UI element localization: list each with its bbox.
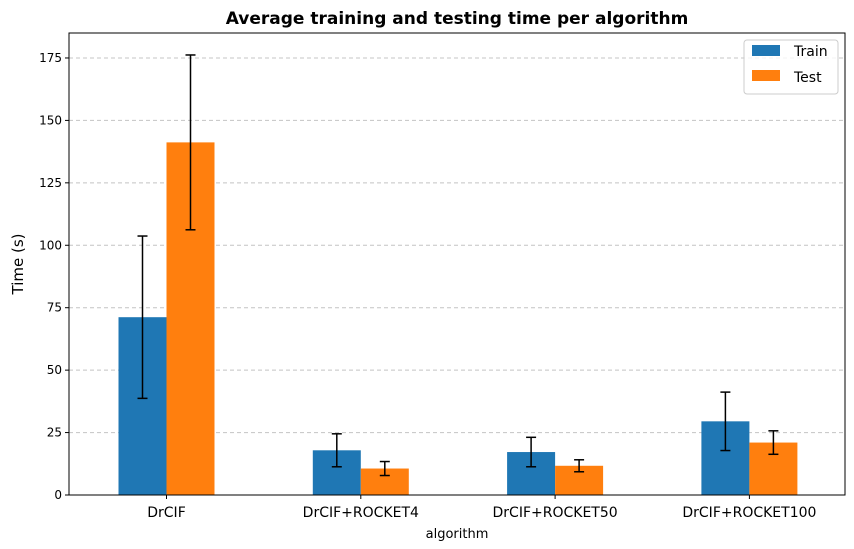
x-tick-label: DrCIF+ROCKET4	[303, 505, 419, 521]
legend-swatch-test	[752, 70, 780, 81]
y-axis-label: Time (s)	[9, 234, 27, 296]
y-axis-ticks: 0 25 50 75 100 125 150 175	[39, 51, 69, 502]
chart-title: Average training and testing time per al…	[226, 9, 689, 29]
bars	[118, 142, 798, 495]
y-tick-label: 150	[39, 113, 62, 127]
y-tick-label: 0	[54, 488, 62, 502]
y-tick-label: 125	[39, 176, 62, 190]
x-axis-label: algorithm	[426, 527, 489, 542]
legend-swatch-train	[752, 45, 780, 56]
legend-label-train: Train	[793, 44, 828, 60]
x-tick-label: DrCIF+ROCKET100	[682, 505, 816, 521]
y-tick-label: 50	[47, 363, 62, 377]
y-tick-label: 75	[47, 301, 62, 315]
x-tick-label: DrCIF	[147, 505, 186, 521]
legend-label-test: Test	[793, 70, 822, 86]
y-tick-label: 25	[47, 426, 62, 440]
plot-frame	[68, 32, 846, 496]
x-tick-label: DrCIF+ROCKET50	[493, 505, 618, 521]
y-tick-label: 175	[39, 51, 62, 65]
error-bars	[137, 54, 779, 477]
legend: Train Test	[743, 39, 839, 95]
y-tick-label: 100	[39, 238, 62, 252]
x-axis-ticks: DrCIF DrCIF+ROCKET4 DrCIF+ROCKET50 DrCIF+RO…	[147, 495, 816, 521]
